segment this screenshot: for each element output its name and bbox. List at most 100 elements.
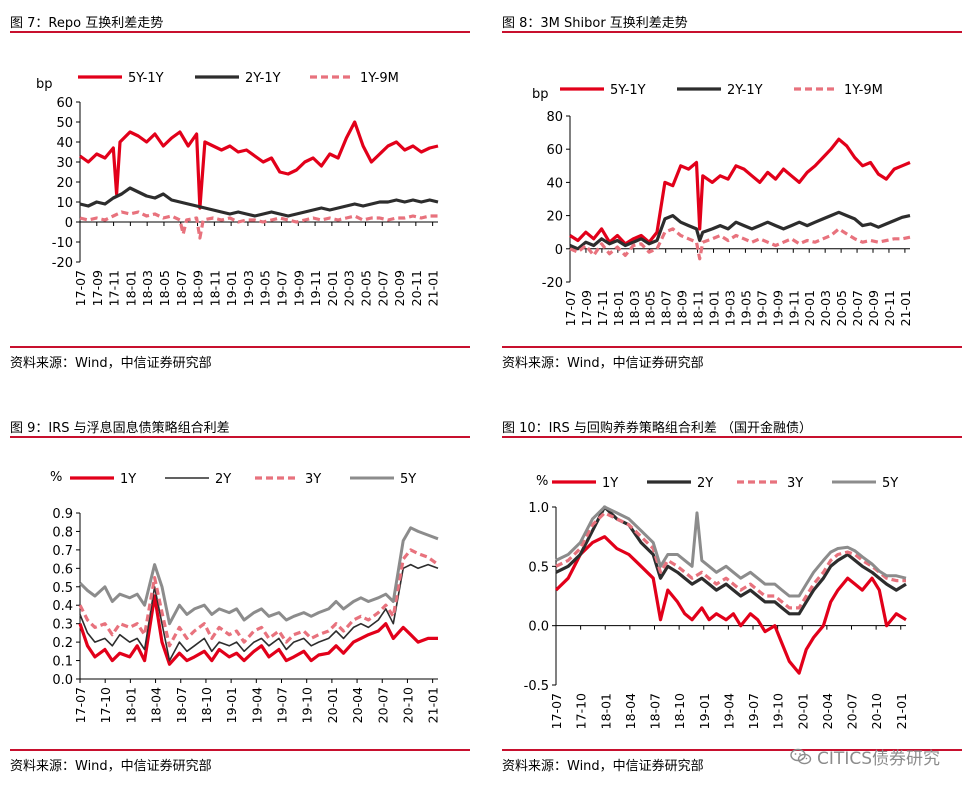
y-tick-label: 0.3 [52, 618, 73, 633]
legend-label: 5Y-1Y [610, 83, 646, 98]
x-tick-label: 18-05 [157, 270, 172, 306]
x-tick-label: 19-11 [786, 290, 801, 326]
x-tick-label: 20-09 [866, 290, 881, 326]
x-tick-label: 19-03 [241, 270, 256, 306]
x-tick-label: 18-04 [149, 687, 164, 723]
x-tick-label: 19-11 [308, 270, 323, 306]
y-tick-label: 10 [56, 196, 73, 211]
series-line-5y [78, 526, 439, 626]
source-rule [10, 749, 470, 751]
x-tick-label: 19-09 [291, 270, 306, 306]
x-tick-label: 19-01 [707, 290, 722, 326]
x-tick-label: 20-05 [834, 290, 849, 326]
panel-title: 图 7：Repo 互换利差走势 [10, 16, 164, 31]
y-tick-label: 1.0 [528, 501, 549, 516]
x-tick-label: 20-04 [820, 693, 835, 729]
x-tick-label: 19-07 [746, 693, 761, 729]
x-tick-label: 19-04 [721, 693, 736, 729]
y-tick-label: 0.9 [52, 507, 73, 522]
panel-fig10: 图 10：IRS 与回购养券策略组合利差 （国开金融债） % -0.5 0.0 0.5… [502, 417, 962, 807]
x-tick-label: 21-01 [898, 290, 913, 326]
x-tick-label: 17-10 [98, 687, 113, 723]
legend-label: 1Y [602, 476, 618, 491]
legend-label: 3Y [787, 476, 803, 491]
series-line-2y [555, 505, 907, 616]
y-tick-label: 60 [56, 96, 73, 111]
x-tick-label: 21-01 [894, 693, 909, 729]
x-tick-label: 17-07 [563, 290, 578, 326]
x-tick-label: 18-04 [623, 693, 638, 729]
x-tick-label: 20-01 [325, 687, 340, 723]
x-tick-label: 19-01 [697, 693, 712, 729]
y-tick-label: 0.2 [52, 636, 73, 651]
series-line-2y-1y [79, 186, 439, 218]
y-tick-label: 0.5 [52, 581, 73, 596]
x-tick-label: 19-10 [771, 693, 786, 729]
series-line-2y [79, 563, 439, 662]
source-note: 资料来源：Wind，中信证券研究部 [502, 759, 704, 774]
x-tick-label: 17-11 [595, 290, 610, 326]
x-tick-label: 20-07 [850, 290, 865, 326]
series-line-1y [78, 594, 438, 666]
x-tick-label: 20-09 [392, 270, 407, 306]
y-tick-label: -10 [52, 236, 73, 251]
x-tick-label: 18-03 [627, 290, 642, 326]
source-note: 资料来源：Wind，中信证券研究部 [10, 759, 212, 774]
legend-label: 2Y [697, 476, 713, 491]
x-tick-label: 20-03 [342, 270, 357, 306]
x-tick-label: 19-07 [275, 270, 290, 306]
x-tick-label: 21-01 [426, 687, 441, 723]
x-tick-label: 19-09 [770, 290, 785, 326]
y-tick-label: 20 [56, 176, 73, 191]
source-note: 资料来源：Wind，中信证券研究部 [502, 356, 704, 371]
x-tick-label: 18-01 [611, 290, 626, 326]
x-tick-label: 17-10 [574, 693, 589, 729]
source-note: 资料来源：Wind，中信证券研究部 [10, 356, 212, 371]
x-tick-label: 18-09 [675, 290, 690, 326]
y-tick-label: 0 [555, 243, 563, 258]
x-tick-label: 18-03 [140, 270, 155, 306]
series-line-3y [78, 548, 439, 648]
x-tick-label: 20-07 [845, 693, 860, 729]
source-rule [502, 749, 962, 751]
chart-irs-repo-carry-spread: % -0.5 0.0 0.5 1.0 17-07 17-10 18-01 18-04 18-07 1… [524, 474, 909, 729]
y-tick-label: 30 [56, 156, 73, 171]
y-tick-label: 40 [546, 176, 563, 191]
y-tick-label: 0.0 [528, 620, 549, 635]
panel-fig7: 图 7：Repo 互换利差走势 bp -20 -10 0 10 20 30 40 50 60 17-… [10, 12, 470, 402]
x-tick-label: 18-01 [123, 687, 138, 723]
x-tick-label: 19-03 [722, 290, 737, 326]
y-tick-label: 0.1 [52, 655, 73, 670]
legend-label: 1Y-9M [844, 83, 883, 98]
x-tick-label: 17-09 [579, 290, 594, 326]
source-rule [502, 346, 962, 348]
legend-label: 5Y [882, 476, 898, 491]
x-tick-label: 19-10 [300, 687, 315, 723]
y-tick-label: 0.6 [52, 562, 73, 577]
legend-label: 2Y-1Y [727, 83, 763, 98]
x-tick-label: 18-05 [643, 290, 658, 326]
x-tick-label: 17-07 [549, 693, 564, 729]
x-tick-label: 18-10 [672, 693, 687, 729]
x-tick-label: 19-04 [249, 687, 264, 723]
x-tick-label: 20-04 [350, 687, 365, 723]
y-tick-label: 40 [56, 136, 73, 151]
y-axis-label: bp [36, 77, 53, 92]
y-tick-label: 0.5 [528, 560, 549, 575]
x-tick-label: 20-10 [400, 687, 415, 723]
legend-label: 1Y-9M [360, 71, 399, 86]
legend-label: 3Y [305, 472, 321, 487]
legend-label: 1Y [120, 472, 136, 487]
legend-label: 2Y [215, 472, 231, 487]
x-tick-label: 20-07 [375, 687, 390, 723]
x-tick-label: 20-01 [802, 290, 817, 326]
y-tick-label: 50 [56, 116, 73, 131]
x-tick-label: 20-11 [882, 290, 897, 326]
y-tick-label: 20 [546, 210, 563, 225]
y-axis-label: % [536, 474, 548, 489]
x-tick-label: 17-09 [90, 270, 105, 306]
chart-irs-floating-fixed-spread: % 0.0 0.1 0.2 0.3 0.4 0.5 0.6 0.7 0.8 0.9 17-07 17-1… [50, 470, 441, 723]
x-tick-label: 19-07 [754, 290, 769, 326]
wechat-icon [790, 748, 812, 764]
panel-fig8: 图 8：3M Shibor 互换利差走势 bp -20 0 20 40 60 80 17-07… [502, 12, 962, 402]
